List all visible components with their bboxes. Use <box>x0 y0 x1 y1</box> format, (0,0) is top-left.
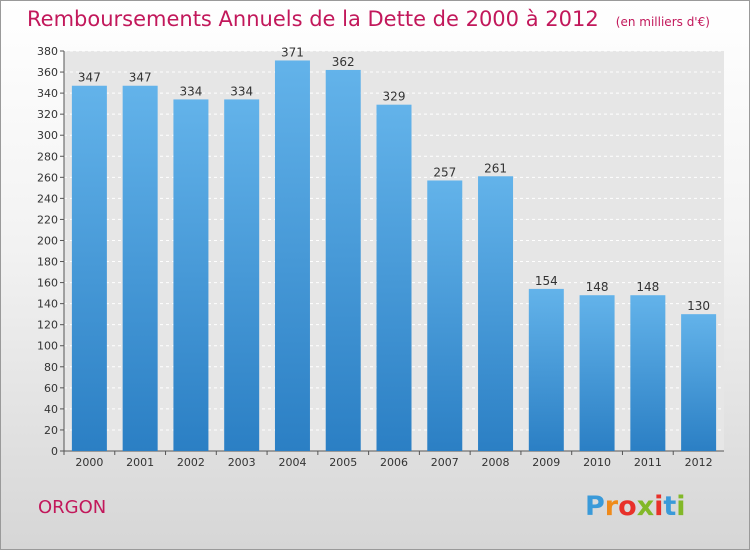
x-tick-label: 2012 <box>685 456 713 469</box>
x-tick-label: 2008 <box>482 456 510 469</box>
x-tick-label: 2006 <box>380 456 408 469</box>
unit-label: (en milliers d'€) <box>615 15 710 29</box>
bar-value-label: 329 <box>383 90 406 104</box>
bar-value-label: 148 <box>586 280 609 294</box>
y-tick-label: 380 <box>37 45 58 58</box>
bar <box>122 85 158 451</box>
bar-value-label: 154 <box>535 274 558 288</box>
x-tick-label: 2000 <box>75 456 103 469</box>
y-tick-label: 80 <box>44 361 58 374</box>
logo-letter: x <box>636 491 655 522</box>
x-tick-label: 2009 <box>532 456 560 469</box>
chart-title: Remboursements Annuels de la Dette de 20… <box>27 7 599 31</box>
x-tick-label: 2004 <box>278 456 306 469</box>
bar-value-label: 261 <box>484 161 507 175</box>
bar-value-label: 148 <box>636 280 659 294</box>
y-tick-label: 140 <box>37 298 58 311</box>
y-tick-label: 240 <box>37 192 58 205</box>
bar <box>376 104 412 452</box>
y-tick-label: 300 <box>37 129 58 142</box>
bar <box>579 295 615 451</box>
y-tick-label: 20 <box>44 424 58 437</box>
y-tick-label: 40 <box>44 403 58 416</box>
bar-value-label: 130 <box>687 299 710 313</box>
y-tick-label: 220 <box>37 213 58 226</box>
location-name: ORGON <box>38 497 107 518</box>
bar-value-label: 334 <box>230 84 253 98</box>
bar <box>528 288 564 451</box>
y-tick-label: 100 <box>37 340 58 353</box>
x-tick-label: 2002 <box>177 456 205 469</box>
bar-value-label: 257 <box>433 165 456 179</box>
bar <box>478 176 514 451</box>
bar-value-label: 334 <box>179 84 202 98</box>
logo-letter: i <box>654 491 664 522</box>
bar <box>325 69 361 452</box>
proxiti-logo: Proxiti <box>585 491 686 522</box>
y-tick-label: 360 <box>37 66 58 79</box>
bar <box>224 99 260 451</box>
bar-value-label: 347 <box>78 71 101 85</box>
y-tick-label: 180 <box>37 256 58 269</box>
bar-value-label: 347 <box>129 71 152 85</box>
bar-value-label: 362 <box>332 55 355 69</box>
bar <box>173 99 209 451</box>
bar <box>630 295 666 451</box>
logo-letter: t <box>663 491 677 522</box>
y-tick-label: 60 <box>44 382 58 395</box>
logo-letter: P <box>585 491 605 522</box>
logo-letter: r <box>604 491 619 522</box>
bar-value-label: 371 <box>281 45 304 59</box>
title-block: Remboursements Annuels de la Dette de 20… <box>27 7 710 31</box>
y-tick-label: 0 <box>51 445 58 458</box>
x-tick-label: 2001 <box>126 456 154 469</box>
bar <box>427 180 463 451</box>
x-tick-label: 2003 <box>228 456 256 469</box>
y-tick-label: 200 <box>37 234 58 247</box>
bar <box>681 314 717 451</box>
y-tick-label: 340 <box>37 87 58 100</box>
x-tick-label: 2005 <box>329 456 357 469</box>
bar <box>274 60 310 451</box>
x-tick-label: 2010 <box>583 456 611 469</box>
x-tick-label: 2007 <box>431 456 459 469</box>
logo-letter: i <box>676 491 686 522</box>
y-tick-label: 160 <box>37 277 58 290</box>
x-tick-label: 2011 <box>634 456 662 469</box>
y-tick-label: 280 <box>37 150 58 163</box>
bar <box>71 85 107 451</box>
y-tick-label: 320 <box>37 108 58 121</box>
logo-letter: o <box>618 491 637 522</box>
y-tick-label: 260 <box>37 171 58 184</box>
y-tick-label: 120 <box>37 319 58 332</box>
